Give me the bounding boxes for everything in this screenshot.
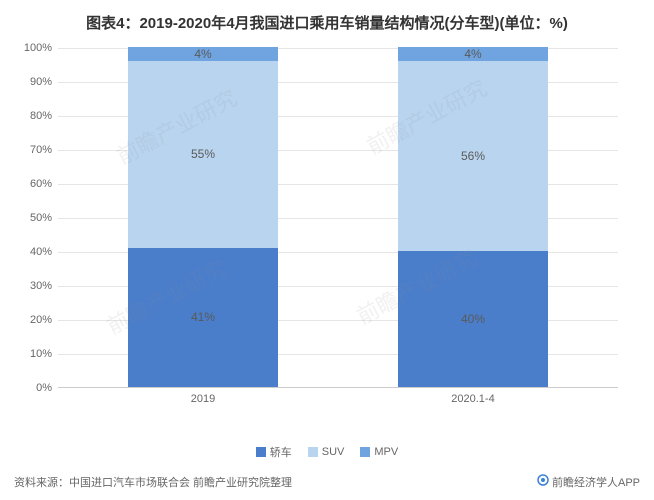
chart-title: 图表4：2019-2020年4月我国进口乘用车销量结构情况(分车型)(单位：%) xyxy=(0,0,654,41)
y-tick: 80% xyxy=(30,110,52,122)
segment-label: 41% xyxy=(191,310,215,324)
segment-label: 4% xyxy=(464,47,481,61)
bar-group: 40% 56% 4% xyxy=(398,48,548,387)
y-tick: 100% xyxy=(24,42,52,54)
x-tick: 2020.1-4 xyxy=(398,393,548,405)
y-tick: 10% xyxy=(30,348,52,360)
y-tick: 50% xyxy=(30,212,52,224)
segment-label: 4% xyxy=(194,47,211,61)
y-tick: 70% xyxy=(30,144,52,156)
brand-text: 前瞻经济学人APP xyxy=(552,477,640,489)
footer: 资料来源：中国进口汽车市场联合会 前瞻产业研究院整理 前瞻经济学人APP xyxy=(14,474,640,490)
segment-label: 40% xyxy=(461,312,485,326)
legend-swatch xyxy=(360,447,370,457)
legend-swatch xyxy=(256,447,266,457)
y-tick: 30% xyxy=(30,280,52,292)
legend-item: SUV xyxy=(308,446,345,458)
chart-area: 0%10%20%30%40%50%60%70%80%90%100%41%55%4… xyxy=(58,48,618,418)
source-text: 资料来源：中国进口汽车市场联合会 前瞻产业研究院整理 xyxy=(14,474,292,490)
bar-segment-MPV: 4% xyxy=(398,47,548,61)
legend-item: MPV xyxy=(360,446,398,458)
x-tick: 2019 xyxy=(128,393,278,405)
legend-label: SUV xyxy=(322,446,345,458)
segment-label: 56% xyxy=(461,149,485,163)
y-tick: 90% xyxy=(30,76,52,88)
bar-segment-轿车: 41% xyxy=(128,248,278,387)
segment-label: 55% xyxy=(191,147,215,161)
legend-label: MPV xyxy=(374,446,398,458)
bar-segment-SUV: 55% xyxy=(128,61,278,248)
y-tick: 60% xyxy=(30,178,52,190)
y-tick: 0% xyxy=(36,382,52,394)
brand-icon xyxy=(537,474,549,486)
y-tick: 40% xyxy=(30,246,52,258)
bar-group: 41% 55% 4% xyxy=(128,48,278,387)
y-tick: 20% xyxy=(30,314,52,326)
brand: 前瞻经济学人APP xyxy=(537,474,640,490)
bar-segment-MPV: 4% xyxy=(128,47,278,61)
legend-item: 轿车 xyxy=(256,444,292,460)
plot-region: 0%10%20%30%40%50%60%70%80%90%100%41%55%4… xyxy=(58,48,618,388)
legend-swatch xyxy=(308,447,318,457)
legend: 轿车 SUV MPV xyxy=(0,444,654,460)
bar-segment-轿车: 40% xyxy=(398,251,548,387)
legend-label: 轿车 xyxy=(270,444,292,460)
bar-segment-SUV: 56% xyxy=(398,61,548,251)
